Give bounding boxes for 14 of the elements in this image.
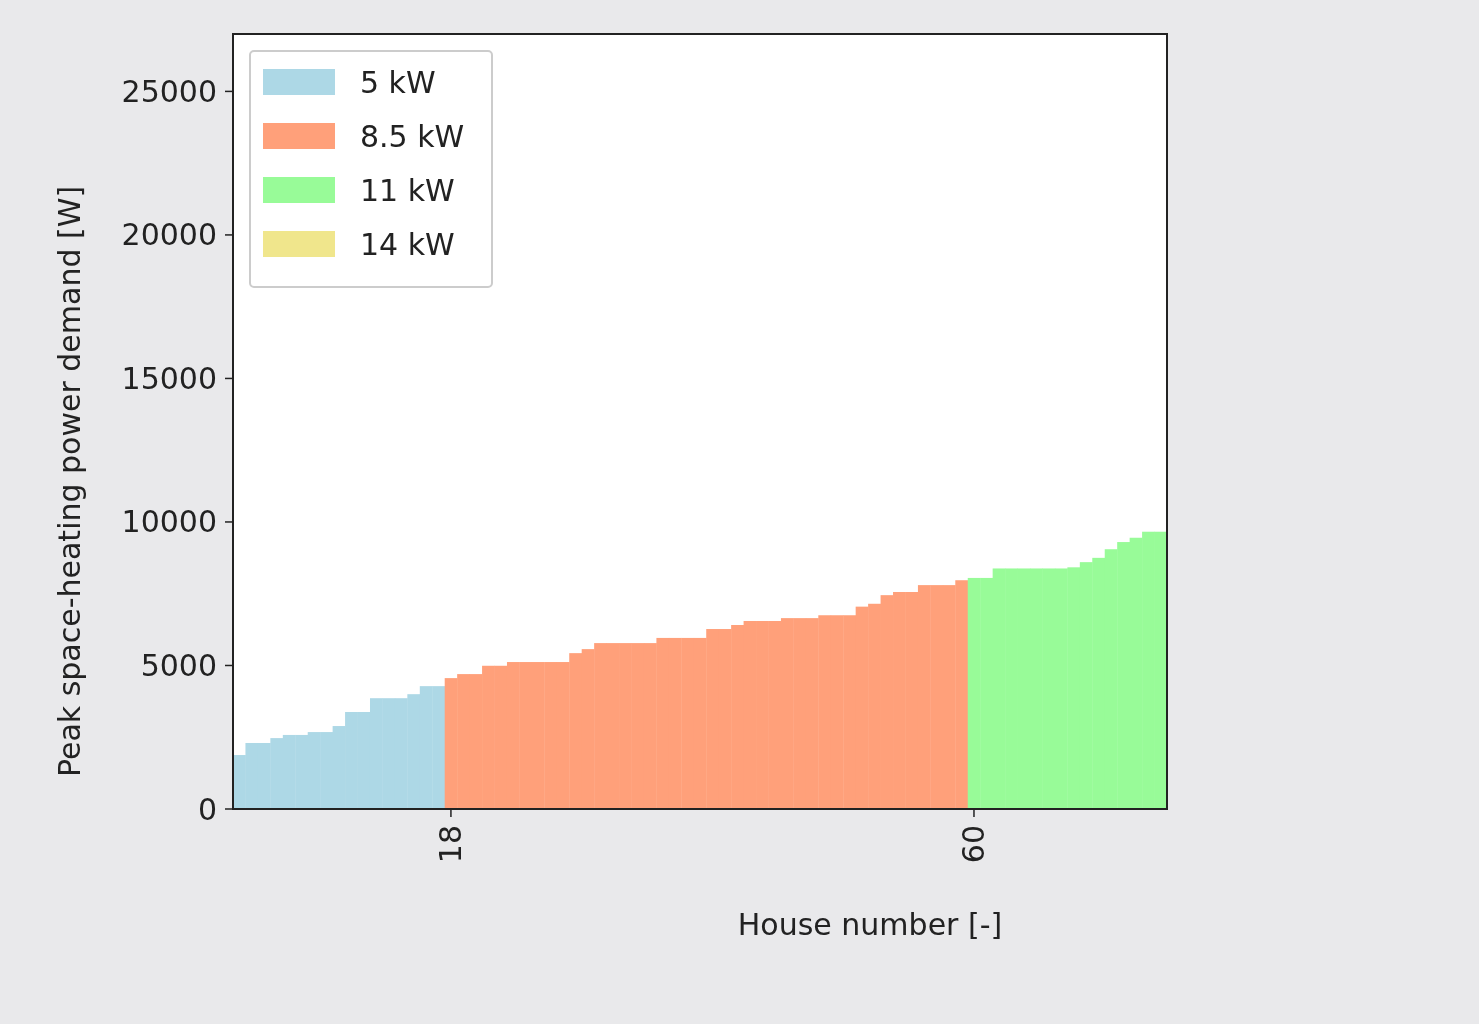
y-tick-label: 10000 — [121, 504, 217, 540]
y-tick-label: 20000 — [121, 217, 217, 253]
legend-label: 14 kW — [360, 226, 455, 262]
y-axis-title: Peak space-heating power demand [W] — [52, 185, 87, 778]
x-tick-label: 18 — [433, 825, 469, 864]
legend-label: 11 kW — [360, 172, 455, 208]
legend-label: 8.5 kW — [360, 118, 465, 154]
x-axis-title: House number [-] — [737, 907, 1003, 942]
y-tick-label: 15000 — [121, 360, 217, 396]
y-tick-label: 25000 — [121, 73, 217, 109]
y-tick-label: 5000 — [140, 647, 217, 683]
x-tick-label: 60 — [956, 825, 992, 864]
legend-label: 5 kW — [360, 64, 436, 100]
y-tick-label: 0 — [197, 791, 217, 827]
